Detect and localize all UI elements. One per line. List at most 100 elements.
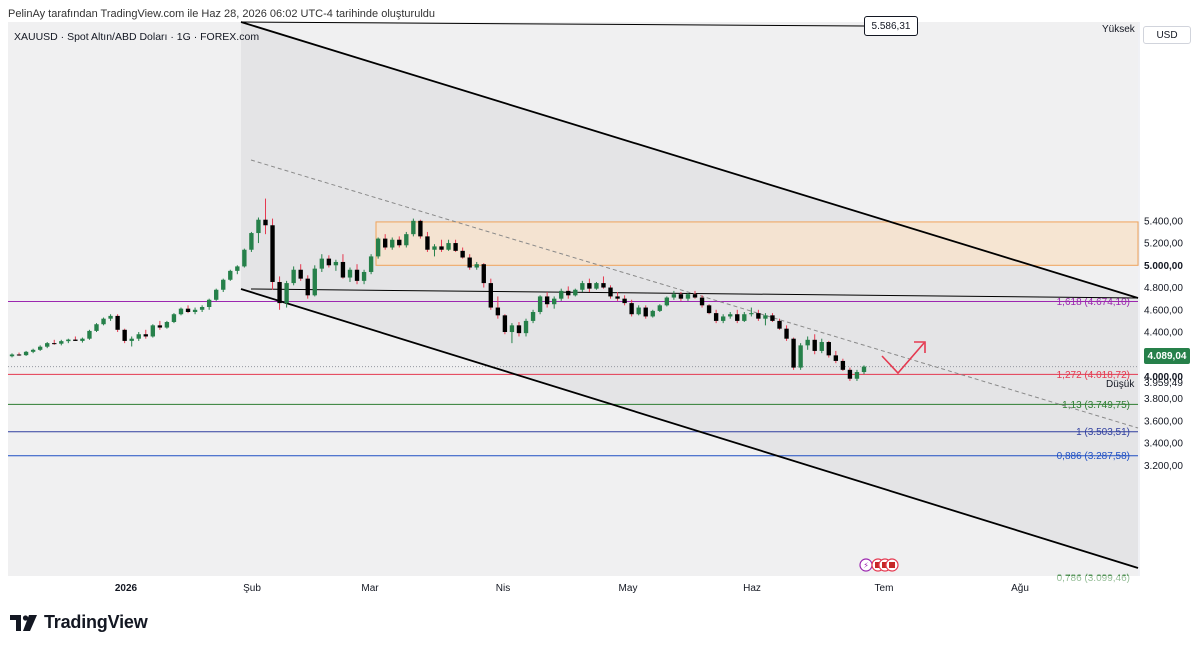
candle-body xyxy=(770,315,775,321)
candle xyxy=(678,291,684,301)
candle-body xyxy=(559,290,564,299)
candle-body xyxy=(720,316,726,321)
candle-body xyxy=(30,349,36,352)
candle xyxy=(52,339,57,345)
fib-level-label-clipped: 0,786 (3.099,46) xyxy=(1057,573,1130,584)
candle xyxy=(221,278,226,292)
candle xyxy=(249,231,254,252)
candle xyxy=(390,237,395,250)
candle-body xyxy=(601,283,606,288)
candle-body xyxy=(742,314,747,321)
candle-body xyxy=(608,287,613,297)
candle xyxy=(383,234,388,250)
candle-body xyxy=(467,257,472,268)
candle xyxy=(242,248,247,268)
candle xyxy=(411,218,416,237)
price-tick-label: 3.200,00 xyxy=(1144,461,1183,472)
candle xyxy=(291,266,296,286)
candle xyxy=(23,350,29,356)
channel-lower-line xyxy=(240,288,1139,569)
candle xyxy=(495,296,501,319)
candle-body xyxy=(664,297,670,306)
candle-body xyxy=(256,219,261,234)
candle xyxy=(326,255,332,268)
candle xyxy=(798,343,803,370)
candle-body xyxy=(16,354,22,356)
time-tick-label: May xyxy=(619,583,638,594)
candle xyxy=(16,352,22,356)
candle-body xyxy=(798,345,803,368)
candle-body xyxy=(819,342,824,351)
candle xyxy=(178,307,184,316)
fib-level-label: 0,886 (3.287,58) xyxy=(1057,451,1130,462)
candle-body xyxy=(418,220,423,237)
candle xyxy=(150,324,156,338)
candle-body xyxy=(643,307,648,317)
candle xyxy=(537,295,543,315)
candle xyxy=(474,261,479,270)
candle xyxy=(171,313,177,324)
candle-body xyxy=(432,246,437,250)
candle-body xyxy=(425,236,430,250)
candle xyxy=(636,305,641,316)
candle-body xyxy=(777,320,782,329)
candle-body xyxy=(713,313,719,321)
candle-body xyxy=(101,318,106,325)
candle xyxy=(87,329,92,340)
candle-body xyxy=(861,366,867,373)
candle-body xyxy=(122,329,127,341)
candle xyxy=(206,298,212,310)
candle-body xyxy=(573,289,578,296)
candle xyxy=(749,307,754,317)
candle xyxy=(368,254,374,275)
candle-body xyxy=(263,219,268,226)
candle xyxy=(361,269,367,285)
candle xyxy=(157,320,163,330)
candle xyxy=(439,239,444,252)
candle xyxy=(544,291,550,308)
candle-body xyxy=(439,246,444,250)
candle xyxy=(354,264,360,285)
candle-body xyxy=(347,269,353,278)
candle xyxy=(713,309,719,324)
candle-body xyxy=(460,250,465,258)
candle-body xyxy=(171,314,177,323)
candle xyxy=(235,265,240,275)
candle-body xyxy=(622,298,627,304)
candle xyxy=(692,290,698,299)
candle xyxy=(467,254,472,270)
candle xyxy=(559,288,564,301)
tradingview-logo[interactable]: TradingView xyxy=(10,612,148,633)
candle-body xyxy=(326,258,332,266)
candle xyxy=(728,312,733,319)
candle xyxy=(214,288,219,301)
candle-body xyxy=(73,339,78,341)
candle xyxy=(108,314,113,321)
candle-body xyxy=(249,233,254,250)
candle xyxy=(551,296,557,309)
candle-body xyxy=(523,320,529,334)
candle-body xyxy=(80,338,85,341)
candle xyxy=(284,280,289,308)
candle-body xyxy=(59,341,64,344)
candle xyxy=(777,318,782,330)
candle xyxy=(460,247,465,259)
candle-body xyxy=(157,325,163,328)
candle xyxy=(9,353,15,358)
candle xyxy=(199,305,205,313)
candle-body xyxy=(812,339,817,351)
candle xyxy=(516,322,522,337)
candle xyxy=(819,338,824,354)
candle xyxy=(664,296,670,307)
candle xyxy=(833,350,839,364)
candle xyxy=(333,259,339,271)
candle-body xyxy=(678,294,684,299)
candle xyxy=(735,309,740,324)
candle xyxy=(432,244,437,257)
candle xyxy=(101,317,106,326)
candle xyxy=(404,231,409,248)
projection-arrowhead xyxy=(914,341,926,353)
symbol-info[interactable]: XAUUSD · Spot Altın/ABD Doları · 1G · FO… xyxy=(14,31,260,43)
currency-selector[interactable]: USD xyxy=(1143,26,1191,44)
